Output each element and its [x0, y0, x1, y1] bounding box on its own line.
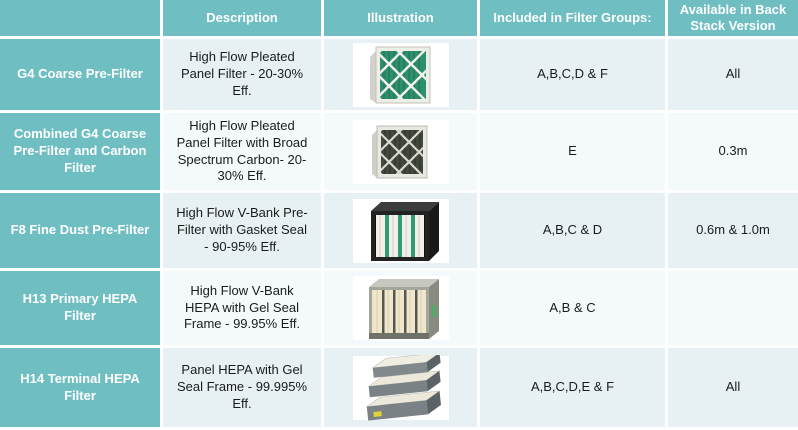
illustration-cell [324, 193, 477, 268]
header-illustration: Illustration [324, 0, 477, 36]
illustration-cell [324, 348, 477, 427]
back-stack-cell: 0.6m & 1.0m [668, 193, 798, 268]
description-cell: High Flow V-Bank HEPA with Gel Seal Fram… [163, 271, 321, 345]
illustration-cell [324, 39, 477, 110]
description-cell: Panel HEPA with Gel Seal Frame - 99.995%… [163, 348, 321, 427]
description-cell: High Flow Pleated Panel Filter - 20-30% … [163, 39, 321, 110]
illustration-cell [324, 113, 477, 190]
header-product-blank [0, 0, 160, 36]
header-back-stack: Available in Back Stack Version [668, 0, 798, 36]
v-bank-hepa-filter-photo [352, 276, 449, 340]
filter-groups-cell: E [480, 113, 665, 190]
green-pleated-panel-filter-photo [352, 42, 449, 107]
illustration-cell [324, 271, 477, 345]
header-filter-groups: Included in Filter Groups: [480, 0, 665, 36]
back-stack-cell: All [668, 39, 798, 110]
filter-groups-cell: A,B,C,D,E & F [480, 348, 665, 427]
row-header-f8: F8 Fine Dust Pre-Filter [0, 193, 160, 268]
row-header-g4: G4 Coarse Pre-Filter [0, 39, 160, 110]
row-header-h13: H13 Primary HEPA Filter [0, 271, 160, 345]
row-header-h14: H14 Terminal HEPA Filter [0, 348, 160, 427]
description-cell: High Flow Pleated Panel Filter with Broa… [163, 113, 321, 190]
carbon-pleated-panel-filter-photo [352, 119, 449, 184]
back-stack-cell: All [668, 348, 798, 427]
header-description: Description [163, 0, 321, 36]
stacked-panel-hepa-filters-photo [352, 354, 449, 421]
back-stack-cell [668, 271, 798, 345]
v-bank-pre-filter-photo [352, 198, 449, 263]
filter-groups-cell: A,B,C & D [480, 193, 665, 268]
row-header-combined-g4-carbon: Combined G4 Coarse Pre-Filter and Carbon… [0, 113, 160, 190]
filter-groups-cell: A,B,C,D & F [480, 39, 665, 110]
filter-groups-cell: A,B & C [480, 271, 665, 345]
back-stack-cell: 0.3m [668, 113, 798, 190]
description-cell: High Flow V-Bank Pre-Filter with Gasket … [163, 193, 321, 268]
